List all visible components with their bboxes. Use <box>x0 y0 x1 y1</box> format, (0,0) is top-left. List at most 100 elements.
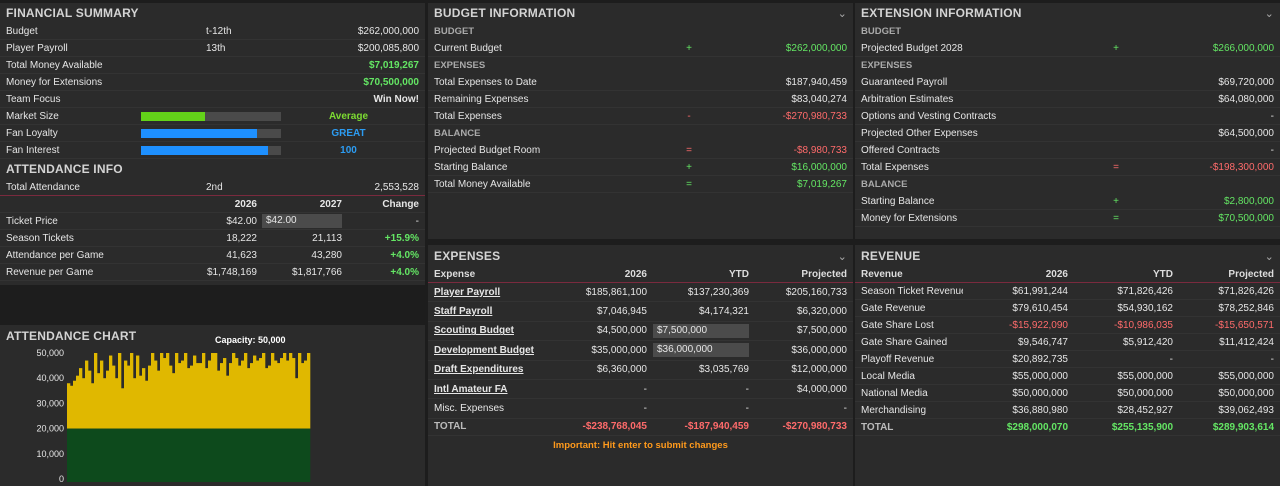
attendance-bar-base <box>298 428 302 482</box>
value-ytd: $28,452,927 <box>1117 404 1173 416</box>
total-ytd: $255,135,900 <box>1111 421 1173 433</box>
budget-information-header: BUDGET INFORMATION ⌄ <box>428 3 853 23</box>
row-label: Remaining Expenses <box>434 93 529 105</box>
attendance-bar <box>238 365 242 429</box>
revenue-row: Merchandising $36,880,980 $28,452,927 $39,0… <box>855 402 1280 419</box>
attendance-chart-header: ATTENDANCE CHART <box>0 325 425 347</box>
attendance-bar <box>214 353 218 429</box>
attendance-bar <box>88 370 92 429</box>
expense-link[interactable]: Scouting Budget <box>434 325 514 337</box>
info-row: Money for Extensions = $70,500,000 <box>855 210 1280 227</box>
financial-row: Player Payroll 13th $200,085,800 <box>0 40 425 57</box>
info-row: Total Money Available = $7,019,267 <box>428 176 853 193</box>
chevron-down-icon[interactable]: ⌄ <box>1264 250 1274 263</box>
revenue-header: REVENUE ⌄ <box>855 245 1280 267</box>
value-projected: -$15,650,571 <box>1215 319 1274 331</box>
attendance-bar <box>85 360 89 429</box>
attendance-bar <box>196 363 200 429</box>
attendance-bar-base <box>67 428 71 482</box>
attendance-bar-base <box>133 428 137 482</box>
chevron-down-icon[interactable]: ⌄ <box>837 7 847 20</box>
attendance-bar <box>235 358 239 429</box>
row-label: Guaranteed Payroll <box>861 76 948 88</box>
attendance-bar-base <box>139 428 143 482</box>
info-row: Options and Vesting Contracts - <box>855 108 1280 125</box>
col-header: YTD <box>1153 269 1173 280</box>
attendance-bar-base <box>88 428 92 482</box>
attendance-bar <box>115 378 119 429</box>
value-projected: $55,000,000 <box>1218 370 1274 382</box>
attendance-bar-base <box>103 428 107 482</box>
row-label: National Media <box>861 387 928 399</box>
attendance-bar <box>166 353 170 429</box>
attendance-bar-base <box>109 428 113 482</box>
row-label: Player Payroll <box>6 42 68 54</box>
chevron-down-icon[interactable]: ⌄ <box>837 250 847 263</box>
attendance-bar-base <box>277 428 281 482</box>
attendance-bar-base <box>142 428 146 482</box>
budget-input[interactable]: $36,000,000 <box>653 343 749 358</box>
y-tick-label: 30,000 <box>36 398 64 408</box>
attendance-bar <box>223 358 227 429</box>
submit-changes-note: Important: Hit enter to submit changes <box>553 439 728 451</box>
y-tick-label: 20,000 <box>36 424 64 434</box>
row-value: -$270,980,733 <box>782 110 847 122</box>
attendance-bar <box>79 368 83 429</box>
expense-link[interactable]: Player Payroll <box>434 286 501 298</box>
value-ytd: $50,000,000 <box>1117 387 1173 399</box>
attendance-bar <box>175 353 179 429</box>
y-tick-label: 40,000 <box>36 373 64 383</box>
attendance-bar-base <box>286 428 290 482</box>
section-label: EXPENSES <box>434 60 486 71</box>
expense-link[interactable]: Draft Expenditures <box>434 364 524 376</box>
ticket-price-input[interactable]: $42.00 <box>262 214 342 228</box>
attendance-bar <box>256 360 260 429</box>
attendance-row: Ticket Price $42.00 $42.00 - <box>0 213 425 230</box>
row-label: Merchandising <box>861 404 927 416</box>
value-projected: $71,826,426 <box>1218 285 1274 297</box>
attendance-bar <box>91 383 95 429</box>
attendance-bar-base <box>154 428 158 482</box>
attendance-bar <box>274 360 278 429</box>
row-label: Total Expenses <box>434 110 502 122</box>
row-label: Season Ticket Revenue <box>861 285 963 297</box>
attendance-bar-base <box>205 428 209 482</box>
attendance-bar <box>178 363 182 429</box>
attendance-bar <box>298 353 302 429</box>
attendance-bar-base <box>124 428 128 482</box>
attendance-bar-base <box>175 428 179 482</box>
meter-row: Market Size Average <box>0 108 425 125</box>
attendance-bar-base <box>184 428 188 482</box>
chevron-down-icon[interactable]: ⌄ <box>1264 7 1274 20</box>
col-header: Change <box>382 198 419 210</box>
attendance-bar <box>226 375 230 429</box>
attendance-bar-base <box>301 428 305 482</box>
attendance-bar-base <box>187 428 191 482</box>
row-operator: = <box>686 144 692 156</box>
expense-link[interactable]: Development Budget <box>434 344 535 356</box>
expense-link[interactable]: Staff Payroll <box>434 306 493 318</box>
attendance-bar-base <box>220 428 224 482</box>
value-ytd: $55,000,000 <box>1117 370 1173 382</box>
attendance-bar-base <box>190 428 194 482</box>
change-value: - <box>415 215 419 227</box>
row-value: $70,500,000 <box>1218 212 1274 224</box>
attendance-bar <box>247 368 251 429</box>
budget-input[interactable]: $7,500,000 <box>653 323 749 338</box>
row-value: $7,019,267 <box>368 59 419 71</box>
attendance-bar <box>187 368 191 429</box>
attendance-bar <box>259 358 263 429</box>
section-label: EXPENSES <box>861 60 913 71</box>
attendance-bar-base <box>136 428 140 482</box>
attendance-bar-base <box>271 428 275 482</box>
financial-row: Budget t-12th $262,000,000 <box>0 23 425 40</box>
attendance-bar-base <box>202 428 206 482</box>
attendance-bar <box>97 373 101 429</box>
expense-row: Scouting Budget $4,500,000 $7,500,000 $7,50… <box>428 322 853 342</box>
row-label: TOTAL <box>434 421 467 433</box>
row-value: - <box>1270 110 1274 122</box>
value-2026: $9,546,747 <box>1017 336 1068 348</box>
value-ytd: $3,035,769 <box>698 364 749 376</box>
row-label: Total Attendance <box>6 181 80 193</box>
expense-link[interactable]: Intl Amateur FA <box>434 383 508 395</box>
